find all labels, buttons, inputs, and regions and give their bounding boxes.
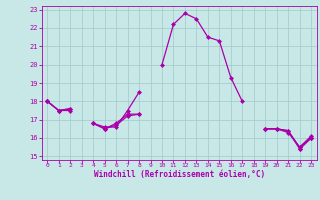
X-axis label: Windchill (Refroidissement éolien,°C): Windchill (Refroidissement éolien,°C) (94, 170, 265, 179)
